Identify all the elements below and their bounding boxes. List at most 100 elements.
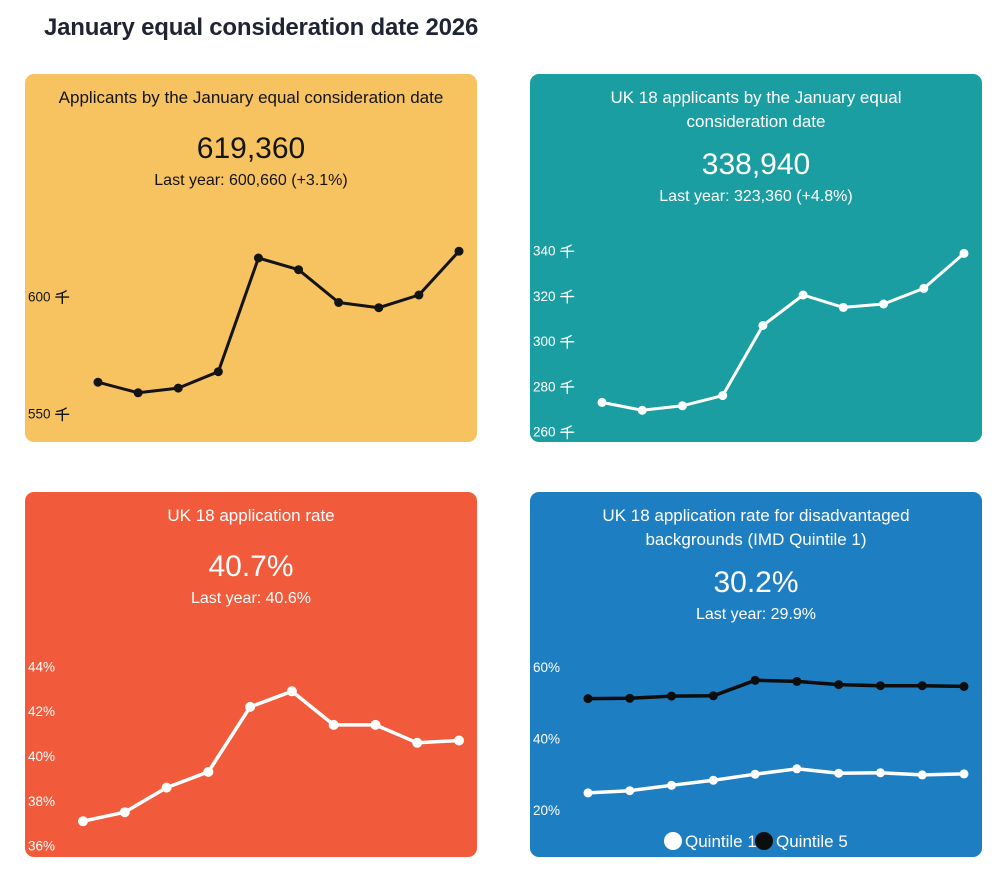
data-point-marker	[119, 807, 130, 818]
thousand-unit-glyph	[560, 334, 575, 349]
uk18-rate-line-chart[interactable]: 44% 42% 40% 38% 36%	[25, 642, 477, 857]
data-point-marker	[667, 691, 677, 701]
data-point-marker	[133, 388, 143, 398]
uk18-applicants-line-chart[interactable]: 340 320 300 280 260	[530, 226, 982, 442]
card-title: Applicants by the January equal consider…	[58, 88, 444, 107]
metric-value: 619,360	[196, 132, 306, 165]
data-point-marker	[708, 775, 718, 785]
legend-item[interactable]: Quintile 5	[755, 832, 848, 851]
data-point-marker	[838, 302, 848, 312]
thousand-unit-glyph	[55, 290, 70, 305]
data-point-marker	[750, 675, 760, 685]
data-point-marker	[959, 681, 969, 691]
y-axis-tick-label: 44%	[28, 659, 55, 674]
card-imd-rates[interactable]: UK 18 application rate for disadvantaged…	[530, 492, 982, 857]
y-axis-tick-label: 260	[533, 425, 556, 440]
data-point-marker	[597, 397, 607, 407]
data-point-marker	[834, 768, 844, 778]
data-point-marker	[708, 691, 718, 701]
thousand-unit-glyph	[560, 289, 575, 304]
data-point-marker	[253, 253, 263, 263]
data-point-marker	[875, 681, 885, 691]
y-axis-tick-label: 280	[533, 379, 556, 394]
legend-label: Quintile 1	[685, 832, 757, 851]
y-axis-tick-label: 40%	[533, 732, 560, 747]
data-point-marker	[718, 391, 728, 401]
y-axis-tick-label: 550	[28, 407, 51, 422]
data-point-marker	[625, 693, 635, 703]
series-line	[586, 678, 966, 701]
data-point-marker	[919, 283, 929, 293]
data-point-marker	[879, 299, 889, 309]
series-line	[81, 689, 461, 823]
y-axis-tick-label: 60%	[533, 660, 560, 675]
data-point-marker	[294, 265, 304, 275]
data-point-marker	[917, 770, 927, 780]
card-title: UK 18 application rate for disadvantaged…	[602, 506, 910, 549]
y-axis-tick-label: 40%	[28, 749, 55, 764]
data-point-marker	[792, 764, 802, 774]
data-point-marker	[454, 246, 464, 256]
data-point-marker	[834, 680, 844, 690]
applicants-line-chart[interactable]: 600 550	[25, 231, 477, 442]
card-uk18-rate[interactable]: UK 18 application rate 40.7% Last year: …	[25, 492, 477, 857]
metric-value: 338,940	[701, 148, 811, 181]
y-axis-tick-label: 42%	[28, 704, 55, 719]
data-point-marker	[161, 782, 172, 793]
data-point-marker	[245, 701, 256, 712]
data-point-marker	[875, 768, 885, 778]
metric-subtitle: Last year: 323,360 (+4.8%)	[659, 188, 853, 205]
data-point-marker	[750, 769, 760, 779]
page-title: January equal consideration date 2026	[44, 14, 479, 41]
data-point-marker	[286, 686, 297, 697]
data-point-marker	[203, 766, 214, 777]
y-axis-tick-label: 36%	[28, 839, 55, 854]
card-uk18-applicants[interactable]: UK 18 applicants by the January equal co…	[530, 74, 982, 442]
series-line	[600, 251, 966, 412]
card-applicants[interactable]: Applicants by the January equal consider…	[25, 74, 477, 442]
data-point-marker	[677, 401, 687, 411]
data-point-marker	[412, 737, 423, 748]
data-point-marker	[798, 290, 808, 300]
data-point-marker	[583, 694, 593, 704]
data-point-marker	[917, 681, 927, 691]
series-line	[586, 767, 966, 795]
data-point-marker	[370, 719, 381, 730]
legend-item[interactable]: Quintile 1	[664, 832, 757, 851]
y-axis-tick-label: 38%	[28, 794, 55, 809]
metric-subtitle: Last year: 29.9%	[695, 606, 817, 623]
data-point-marker	[959, 248, 969, 258]
data-point-marker	[93, 377, 103, 387]
thousand-unit-glyph	[560, 425, 575, 440]
y-axis-tick-label: 320	[533, 289, 556, 304]
metric-subtitle: Last year: 600,660 (+3.1%)	[154, 172, 348, 189]
thousand-unit-glyph	[55, 407, 70, 422]
legend-dot	[755, 832, 773, 850]
data-point-marker	[213, 367, 223, 377]
card-title: UK 18 application rate	[167, 506, 335, 525]
card-title: UK 18 applicants by the January equal co…	[610, 88, 902, 131]
series-line	[96, 249, 461, 395]
data-point-marker	[625, 786, 635, 796]
data-point-marker	[758, 321, 768, 330]
data-point-marker	[792, 676, 802, 686]
data-point-marker	[334, 298, 344, 307]
thousand-unit-glyph	[560, 380, 575, 395]
metric-subtitle: Last year: 40.6%	[190, 590, 312, 607]
data-point-marker	[583, 788, 593, 798]
metric-value: 30.2%	[713, 566, 799, 599]
legend-label: Quintile 5	[776, 832, 848, 851]
metric-value: 40.7%	[208, 550, 294, 583]
data-point-marker	[78, 816, 88, 827]
data-point-marker	[454, 735, 464, 746]
data-point-marker	[667, 780, 677, 790]
y-axis-tick-label: 600	[28, 289, 51, 304]
y-axis-tick-label: 300	[533, 334, 556, 349]
data-point-marker	[374, 303, 384, 313]
data-point-marker	[173, 383, 183, 393]
data-point-marker	[414, 290, 424, 300]
imd-rates-line-chart[interactable]: 60% 40% 20% Quintile 1 Quintile 5	[530, 642, 982, 857]
data-point-marker	[328, 719, 339, 730]
legend-dot	[664, 832, 682, 850]
thousand-unit-glyph	[560, 244, 575, 259]
